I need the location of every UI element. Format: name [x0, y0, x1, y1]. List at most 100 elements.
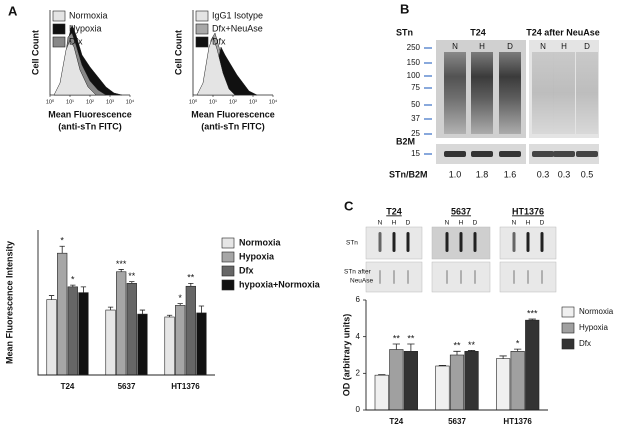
- legend-label: Hypoxia: [239, 251, 275, 261]
- blot-lane: [553, 52, 575, 134]
- bar: [164, 316, 175, 376]
- x-tick-label: 10⁰: [46, 98, 55, 105]
- blot-lane: [576, 52, 598, 134]
- lane-label: H: [561, 42, 567, 51]
- bar: [46, 299, 57, 376]
- x-tick-label: T24: [389, 417, 403, 426]
- y-axis-label: Cell Count: [173, 30, 183, 75]
- significance: ***: [527, 308, 538, 318]
- error-bar: [129, 281, 135, 284]
- marker-label: 150: [407, 58, 421, 67]
- x-tick-label: 10⁴: [126, 98, 135, 105]
- blot-lane: [471, 52, 493, 134]
- legend-label: Dfx: [69, 36, 83, 46]
- blot-lane: [499, 52, 521, 134]
- lane-label: N: [378, 220, 383, 227]
- error-bar: [392, 343, 400, 350]
- x-axis-label: Mean Fluorescence: [191, 109, 275, 119]
- bar: [116, 271, 127, 376]
- legend-swatch: [52, 23, 66, 35]
- x-tick-label: 10¹: [66, 99, 74, 105]
- legend-label: Normoxia: [239, 237, 282, 247]
- blot-group: T24: [470, 27, 486, 37]
- dot: [513, 270, 515, 284]
- x-axis-label: Mean Fluorescence: [48, 109, 132, 119]
- blot-group: T24 after NeuAse: [526, 27, 600, 37]
- lane-label: H: [392, 220, 397, 227]
- y-tick-label: 0: [356, 405, 361, 414]
- legend-label: Dfx: [212, 36, 226, 46]
- significance: *: [71, 274, 75, 284]
- dot: [392, 232, 396, 252]
- row-label: NeuAse: [350, 278, 374, 285]
- significance: ***: [116, 259, 127, 269]
- bar: [185, 285, 196, 376]
- bar: [389, 349, 404, 411]
- x-tick-label: 10³: [249, 99, 257, 105]
- x-tick-label: 10²: [229, 99, 237, 105]
- row-label: STn after: [344, 269, 372, 276]
- panel-label: B: [400, 1, 409, 16]
- legend-label: Dfx+NeuAse: [212, 23, 263, 33]
- axis: [37, 230, 215, 376]
- control-label: B2M: [396, 136, 415, 146]
- panel-label: C: [344, 198, 354, 213]
- blot-lane: [444, 52, 466, 134]
- marker-label: 250: [407, 43, 421, 52]
- legend-swatch: [561, 338, 575, 350]
- dot: [540, 232, 544, 252]
- legend-swatch: [221, 251, 235, 263]
- significance: **: [128, 271, 136, 281]
- legend-swatch: [561, 306, 575, 318]
- legend-swatch: [195, 36, 209, 48]
- lane-label: D: [507, 42, 513, 51]
- bar: [175, 305, 186, 376]
- legend-label: Normoxia: [579, 307, 614, 316]
- lane-label: D: [406, 220, 411, 227]
- lane-label: H: [479, 42, 485, 51]
- dot: [459, 232, 463, 252]
- y-tick-label: 2: [356, 368, 361, 377]
- x-tick-label: T24: [61, 382, 75, 391]
- lane-label: D: [584, 42, 590, 51]
- ratio-value: 0.3: [558, 169, 571, 179]
- lane-label: D: [473, 220, 478, 227]
- error-bar: [499, 355, 507, 359]
- error-bar: [59, 245, 65, 254]
- significance: *: [178, 293, 182, 303]
- dot: [446, 270, 448, 284]
- bar: [435, 365, 450, 411]
- x-tick-label: HT1376: [503, 417, 532, 426]
- error-bar: [528, 318, 536, 321]
- blot-band: [444, 151, 466, 157]
- marker-label: 100: [407, 71, 421, 80]
- blot-title: STn: [396, 27, 413, 37]
- error-bar: [48, 295, 55, 300]
- legend-label: hypoxia+Normoxia: [239, 279, 321, 289]
- legend-label: IgG1 Isotype: [212, 10, 263, 20]
- error-bar: [70, 284, 76, 287]
- bar: [374, 374, 389, 411]
- cell-line: T24: [386, 206, 402, 216]
- error-bar: [107, 306, 114, 311]
- lane-label: D: [540, 220, 545, 227]
- error-bar: [139, 309, 146, 315]
- legend-label: Normoxia: [69, 10, 108, 20]
- error-bar: [177, 303, 183, 306]
- marker-label: 15: [411, 149, 420, 158]
- y-axis-label: Cell Count: [30, 30, 40, 75]
- legend-label: Hypoxia: [69, 23, 102, 33]
- x-tick-label: 10³: [106, 99, 114, 105]
- cell-line: HT1376: [512, 206, 544, 216]
- lane-label: H: [526, 220, 531, 227]
- error-bar: [467, 350, 476, 352]
- significance: **: [393, 333, 401, 343]
- legend-label: Dfx: [239, 265, 254, 275]
- dot: [527, 270, 529, 284]
- legend-swatch: [52, 10, 66, 22]
- cell-line: 5637: [451, 206, 471, 216]
- ratio-value: 1.0: [449, 169, 462, 179]
- row-label: STn: [346, 240, 358, 247]
- bar: [67, 286, 78, 376]
- x-axis-label: (anti-sTn FITC): [201, 121, 265, 131]
